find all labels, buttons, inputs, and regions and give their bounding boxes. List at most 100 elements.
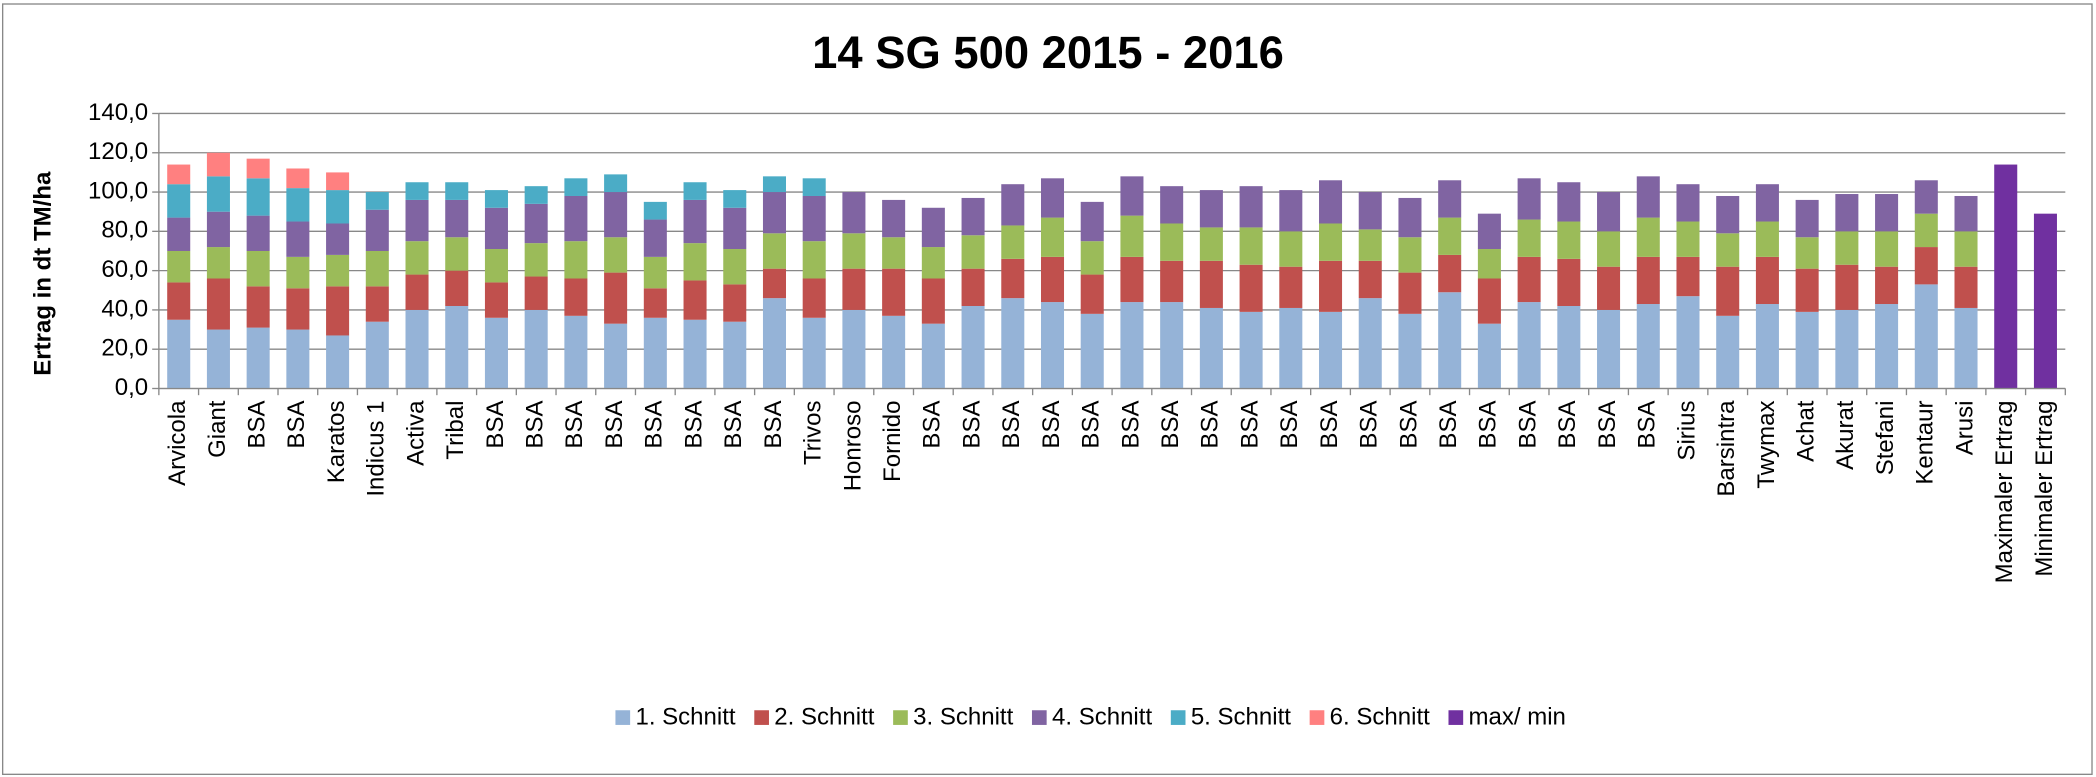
bar-segment [286, 288, 310, 330]
bar-segment [643, 288, 667, 318]
bar-segment [167, 282, 191, 320]
bar-segment [246, 158, 270, 179]
x-tick-label: BSA [1236, 401, 1263, 449]
x-tick-label: Maximaler Ertrag [1991, 401, 2018, 584]
y-tick-label: 60,0 [101, 256, 148, 283]
bar-segment [1636, 304, 1660, 389]
bar-segment [484, 317, 508, 389]
bar-segment [246, 327, 270, 389]
bar-segment [445, 270, 469, 306]
bar-segment [1597, 266, 1621, 310]
bar-segment [1358, 260, 1382, 299]
x-tick-label: BSA [1634, 401, 1661, 449]
bar-segment [882, 199, 906, 238]
bar-segment [326, 286, 350, 336]
bar-segment [762, 233, 786, 269]
bar-segment [1914, 213, 1938, 248]
x-tick-label: BSA [1078, 401, 1105, 449]
bar-segment [1795, 199, 1819, 238]
bar-segment [1040, 302, 1065, 389]
bar-segment [762, 192, 786, 234]
bar-segment [167, 250, 191, 283]
bar-segment [1914, 180, 1938, 214]
bar-segment [961, 305, 985, 389]
x-tick-label: BSA [522, 401, 549, 449]
y-tick-label: 20,0 [101, 335, 148, 362]
bar-segment [1795, 311, 1819, 389]
bar-segment [1954, 266, 1978, 308]
bar-segment [405, 199, 429, 242]
bar-segment [286, 168, 310, 189]
bar-segment [1160, 223, 1184, 261]
y-tick-label: 100,0 [88, 177, 148, 204]
legend-swatch [754, 710, 769, 725]
bar-segment [1954, 307, 1978, 389]
bar-segment [961, 197, 985, 236]
bar-segment [484, 207, 508, 250]
bar-segment [1001, 298, 1025, 389]
x-tick-label: Stefani [1872, 401, 1899, 476]
bar-segment [1557, 182, 1581, 222]
bar-segment [723, 284, 747, 322]
bar-segment [1358, 192, 1382, 230]
bar-segment [365, 192, 389, 210]
bar-segment [604, 192, 628, 238]
bar-segment [1994, 164, 2018, 389]
legend-swatch [1448, 710, 1464, 725]
bar-segment [1477, 249, 1501, 279]
bar-segment [1875, 266, 1899, 305]
bar-segment [1120, 176, 1144, 216]
bar-segment [643, 256, 667, 289]
x-tick-label: BSA [919, 401, 946, 449]
legend-label: max/ min [1469, 704, 1566, 731]
bar-segment [405, 309, 429, 389]
x-tick-label: BSA [1514, 401, 1541, 449]
bar-segment [1716, 266, 1740, 316]
x-tick-label: Minimaler Ertrag [2031, 401, 2058, 577]
bar-segment [802, 195, 826, 242]
bar-segment [365, 286, 389, 322]
bar-segment [683, 280, 707, 320]
x-tick-label: BSA [482, 401, 509, 449]
x-tick-label: Twymax [1753, 401, 1780, 489]
bar-segment [167, 217, 191, 251]
bar-segment [1517, 302, 1541, 389]
bar-segment [604, 272, 628, 324]
bar-segment [1438, 180, 1462, 218]
x-tick-label: Barsintra [1713, 400, 1740, 497]
legend-label: 5. Schnitt [1191, 704, 1291, 731]
bar-segment [723, 249, 747, 285]
bar-segment [1835, 231, 1859, 265]
bar-segment [1438, 254, 1462, 293]
x-tick-label: Arvicola [164, 400, 191, 486]
legend-label: 4. Schnitt [1052, 704, 1152, 731]
bar-segment [484, 190, 508, 208]
bar-segment [1040, 256, 1065, 303]
x-tick-label: BSA [1356, 401, 1383, 449]
x-tick-label: BSA [958, 401, 985, 449]
bar-segment [286, 256, 310, 289]
bar-segment [1835, 194, 1859, 232]
bar-segment [206, 329, 230, 389]
bar-segment [1239, 264, 1263, 312]
x-tick-label: Karatos [323, 401, 350, 484]
bar-segment [723, 190, 747, 208]
bar-segment [564, 278, 588, 316]
bar-segment [921, 207, 945, 248]
bar-segment [842, 192, 866, 234]
bar-segment [762, 176, 786, 193]
bar-segment [1160, 302, 1184, 389]
bar-segment [1160, 260, 1184, 303]
bar-segment [1438, 292, 1462, 389]
bar-segment [1835, 264, 1859, 310]
bar-segment [643, 201, 667, 220]
bar-segment [326, 223, 350, 255]
bar-segment [206, 176, 230, 212]
x-tick-label: BSA [1157, 401, 1184, 449]
bar-segment [246, 250, 270, 287]
bar-segment [1080, 313, 1104, 389]
x-tick-label: Indicus 1 [363, 401, 390, 497]
bar-segment [445, 237, 469, 271]
bar-segment [365, 321, 389, 389]
x-tick-label: BSA [1594, 401, 1621, 449]
